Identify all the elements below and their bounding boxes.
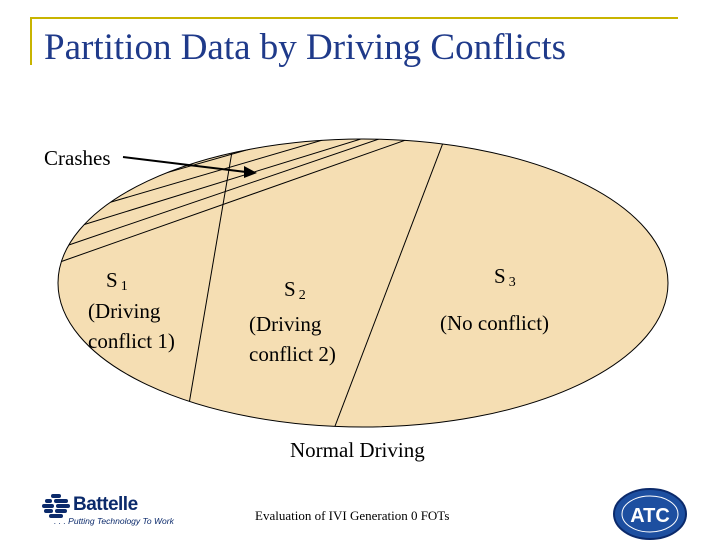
normal-driving-label: Normal Driving [290,438,425,462]
page-title: Partition Data by Driving Conflicts [44,27,567,68]
s2-desc-line1: (Driving [249,312,322,336]
footer-text: Evaluation of IVI Generation 0 FOTs [255,508,450,523]
population-ellipse [58,139,668,427]
atc-logo: ATC [613,488,687,540]
s1-desc-line1: (Driving [88,299,161,323]
s2-index: 2 [298,288,306,303]
s1-index: 1 [120,279,128,294]
crashes-arrow-shaft [122,156,247,173]
crash-band-line-1 [59,139,421,263]
s2-desc-line2: conflict 2) [249,342,336,366]
s3-desc: (No conflict) [440,311,550,335]
title-frame-left-rule [30,17,32,65]
s1-desc-line2: conflict 1) [88,329,175,353]
battelle-wordmark: Battelle [73,494,138,515]
crash-band-line-2 [59,139,421,249]
s2-symbol: S [284,277,296,301]
s3-index: 3 [508,275,516,290]
s3-symbol: S [494,264,506,288]
battelle-logo: Battelle . . . Putting Technology To Wor… [40,493,190,529]
population-ellipse-outline [57,138,669,428]
battelle-tagline: . . . Putting Technology To Work [54,516,174,526]
s1-symbol: S [106,268,118,292]
partition-line-s1-s2 [187,139,235,411]
title-frame-top-rule [30,17,678,19]
battelle-globe-icon [42,494,70,518]
crashes-arrow-head [244,166,257,178]
atc-logo-text: ATC [630,505,670,527]
crash-band-line-3 [59,139,391,233]
crashes-label: Crashes [44,146,111,170]
partition-line-s2-s3 [331,139,447,427]
